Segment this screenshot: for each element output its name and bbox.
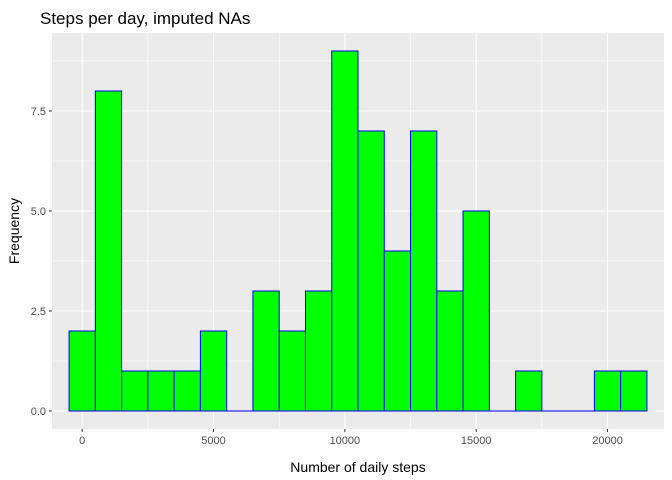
- x-tick-label: 5000: [201, 435, 225, 447]
- histogram-bar: [304, 290, 333, 412]
- histogram-bar: [147, 370, 175, 412]
- histogram-bar: [94, 90, 123, 412]
- histogram-bar: [252, 290, 280, 412]
- chart-title: Steps per day, imputed NAs: [40, 9, 250, 28]
- x-tick-label: 10000: [330, 435, 361, 447]
- x-tick-label: 20000: [592, 435, 623, 447]
- histogram-bar: [331, 50, 359, 412]
- histogram-bar: [121, 370, 149, 412]
- x-tick-label: 15000: [461, 435, 492, 447]
- histogram-bar: [199, 330, 228, 412]
- histogram-bar: [383, 250, 412, 412]
- histogram-bar: [593, 370, 622, 412]
- x-axis-title: Number of daily steps: [290, 459, 425, 475]
- y-axis-title: Frequency: [6, 198, 22, 264]
- histogram-bar: [436, 290, 464, 412]
- y-tick-label: 7.5: [31, 106, 46, 118]
- histogram-bar: [357, 130, 385, 412]
- histogram-bars: [68, 50, 648, 412]
- x-axis: 0 5000 10000 15000 20000: [79, 429, 623, 447]
- histogram-bar: [278, 330, 306, 412]
- y-tick-label: 0.0: [31, 406, 46, 418]
- histogram-bar: [173, 370, 201, 412]
- y-axis: 0.0 2.5 5.0 7.5: [31, 106, 52, 418]
- y-tick-label: 2.5: [31, 306, 46, 318]
- histogram-bar: [620, 370, 648, 412]
- x-tick-label: 0: [79, 435, 85, 447]
- y-tick-label: 5.0: [31, 206, 46, 218]
- histogram-bar: [410, 130, 438, 412]
- histogram-bar: [68, 330, 96, 412]
- histogram-bar: [462, 210, 490, 412]
- histogram-bar: [515, 370, 543, 412]
